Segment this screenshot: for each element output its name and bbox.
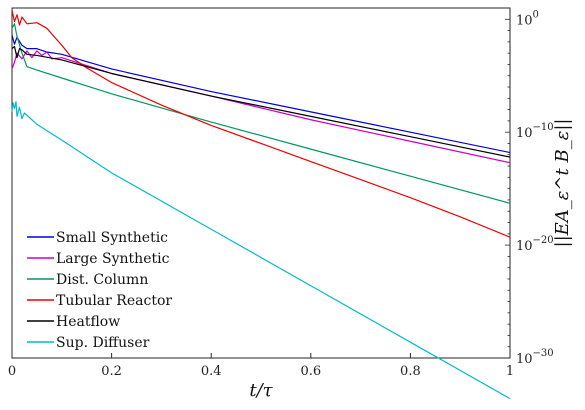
x-axis-label: t/τ xyxy=(249,380,273,401)
y-tick-label: 10−20 xyxy=(516,235,554,254)
series-line-dist-column xyxy=(11,23,511,204)
series-line-small-synthetic xyxy=(11,34,511,154)
legend-label: Small Synthetic xyxy=(56,230,168,246)
x-axis-ticks: 0 0.2 0.4 0.6 0.8 1 xyxy=(8,353,514,379)
x-tick-label: 0.6 xyxy=(300,364,321,379)
series-line-heatflow xyxy=(11,45,511,158)
plot-area: 0 0.2 0.4 0.6 0.8 1 100 10−10 10−20 10−30 xyxy=(8,7,554,400)
plot-frame xyxy=(11,7,511,359)
x-tick-label: 0.4 xyxy=(201,364,222,379)
x-tick-label: 0.8 xyxy=(400,364,421,379)
legend-label: Heatflow xyxy=(56,314,120,330)
series-line-tubular-reactor xyxy=(11,10,511,238)
y-tick-label: 10−30 xyxy=(516,348,554,367)
legend-label: Large Synthetic xyxy=(56,251,170,267)
legend-label: Tubular Reactor xyxy=(56,293,172,309)
x-tick-label: 0 xyxy=(8,364,16,379)
y-tick-label: 100 xyxy=(516,9,539,28)
legend: Small Synthetic Large Synthetic Dist. Colu… xyxy=(27,230,172,351)
legend-label: Sup. Diffuser xyxy=(56,335,150,351)
y-axis-label: ||EA_ε^t B_ε|| xyxy=(552,119,573,248)
series-line-large-synthetic xyxy=(11,50,511,164)
x-tick-label: 1 xyxy=(506,364,514,379)
y-tick-label: 10−10 xyxy=(516,122,554,141)
series-line-sup-diffuser xyxy=(11,101,511,400)
x-tick-label: 0.2 xyxy=(101,364,122,379)
legend-label: Dist. Column xyxy=(56,272,148,288)
y-axis-ticks: 100 10−10 10−20 10−30 xyxy=(505,7,554,367)
series-layer xyxy=(11,10,511,400)
